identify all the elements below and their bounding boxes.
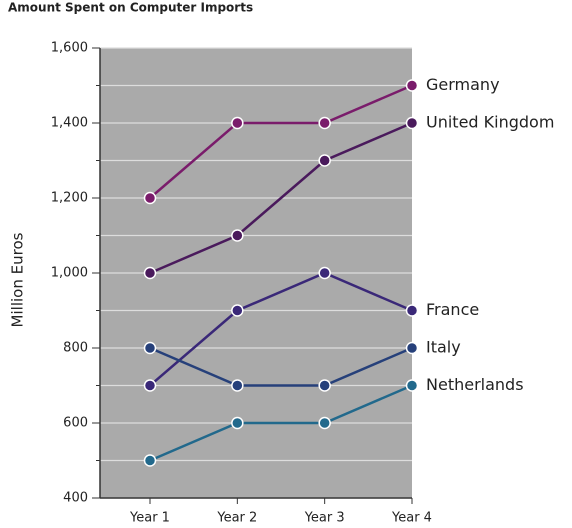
series-line xyxy=(149,271,413,387)
y-tick-label: 800 xyxy=(63,341,88,356)
y-axis-label: Million Euros xyxy=(9,232,27,327)
data-point xyxy=(318,154,331,167)
series-label: France xyxy=(426,300,479,319)
data-point xyxy=(231,416,244,430)
x-tick-label: Year 3 xyxy=(304,511,345,526)
data-point xyxy=(405,341,419,355)
chart-title: Amount Spent on Computer Imports xyxy=(8,1,253,15)
data-point xyxy=(318,379,331,392)
data-point xyxy=(231,379,244,392)
y-tick-label: 1,600 xyxy=(51,41,88,56)
data-point xyxy=(318,116,331,130)
data-point xyxy=(231,229,244,242)
data-point xyxy=(143,379,157,392)
y-tick-label: 1,400 xyxy=(51,116,88,131)
series-label: United Kingdom xyxy=(426,113,554,132)
series-line xyxy=(149,84,413,199)
data-point xyxy=(405,379,419,392)
y-tick-label: 1,200 xyxy=(51,191,88,206)
series-line xyxy=(149,346,413,387)
x-tick-label: Year 4 xyxy=(391,511,432,526)
data-point xyxy=(231,304,244,317)
x-tick-label: Year 2 xyxy=(216,511,257,526)
series-line xyxy=(149,121,413,275)
data-point xyxy=(143,266,157,280)
data-point xyxy=(143,454,157,467)
y-tick-label: 600 xyxy=(63,416,88,431)
y-tick-label: 400 xyxy=(63,491,88,506)
data-point xyxy=(318,416,331,430)
data-point xyxy=(405,304,419,317)
series-label: Germany xyxy=(426,75,500,94)
data-point xyxy=(405,116,419,130)
data-point xyxy=(405,79,419,92)
data-point xyxy=(143,191,157,205)
data-point xyxy=(143,341,157,355)
series-label: Netherlands xyxy=(426,375,524,394)
x-tick-label: Year 1 xyxy=(129,511,170,526)
series-line xyxy=(149,384,413,462)
y-tick-label: 1,000 xyxy=(51,266,88,281)
series-label: Italy xyxy=(426,338,461,357)
data-point xyxy=(318,266,331,280)
data-point xyxy=(231,116,244,130)
